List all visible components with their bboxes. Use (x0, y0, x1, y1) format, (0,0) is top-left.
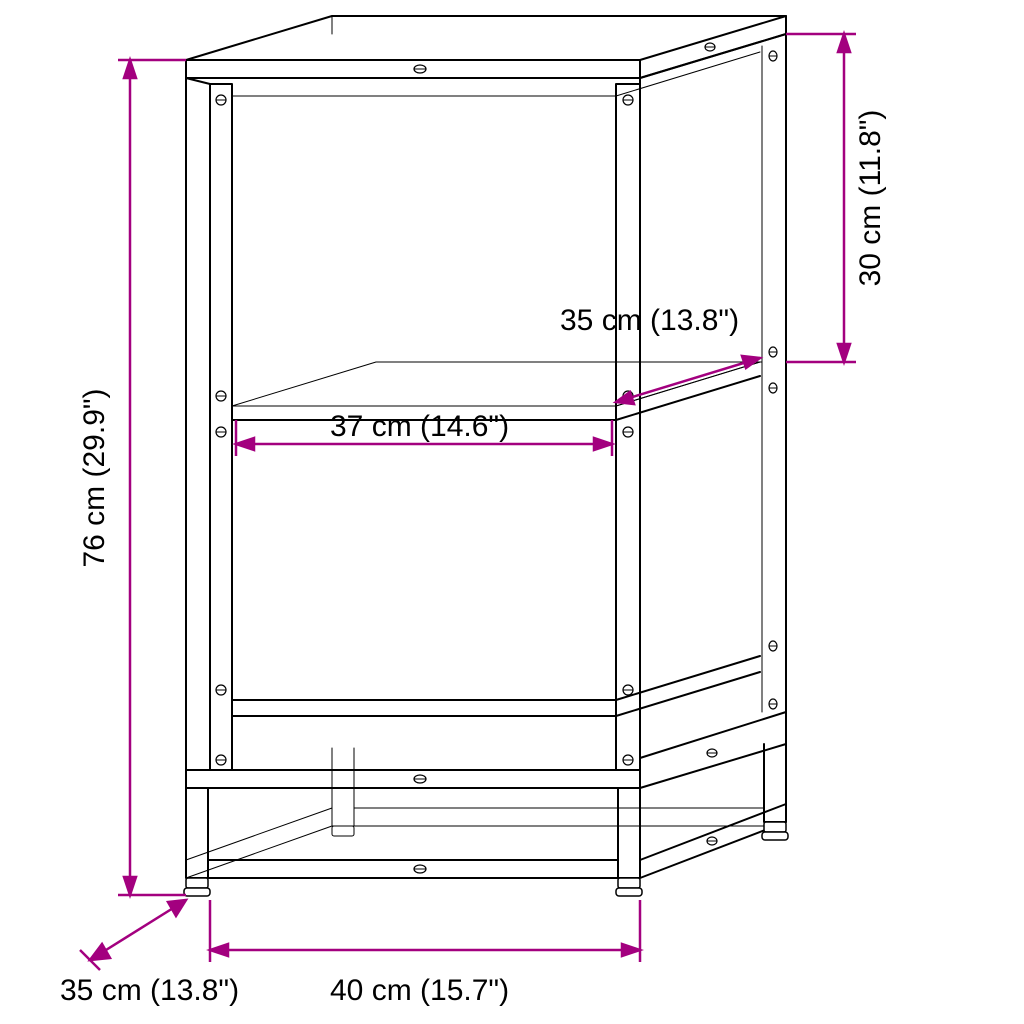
shelf-unit-drawing (184, 16, 788, 896)
dim-base-depth-label: 35 cm (13.8") (60, 974, 239, 1007)
dim-shelf-width-label: 37 cm (14.6") (330, 410, 509, 443)
dim-shelf-depth-label: 35 cm (13.8") (560, 304, 739, 337)
dim-base-width-label: 40 cm (15.7") (330, 974, 509, 1007)
dim-base-depth (80, 900, 186, 970)
dim-total-height-label: 76 cm (29.9") (78, 388, 111, 567)
dim-base-width (210, 900, 640, 962)
dimensions-layer: 76 cm (29.9") 30 cm (11.8") 35 cm ( (60, 34, 887, 1007)
dim-upper-gap (786, 34, 856, 362)
dim-upper-gap-label: 30 cm (11.8") (854, 110, 887, 287)
dim-shelf-depth (616, 356, 760, 404)
dim-total-height (118, 60, 186, 895)
